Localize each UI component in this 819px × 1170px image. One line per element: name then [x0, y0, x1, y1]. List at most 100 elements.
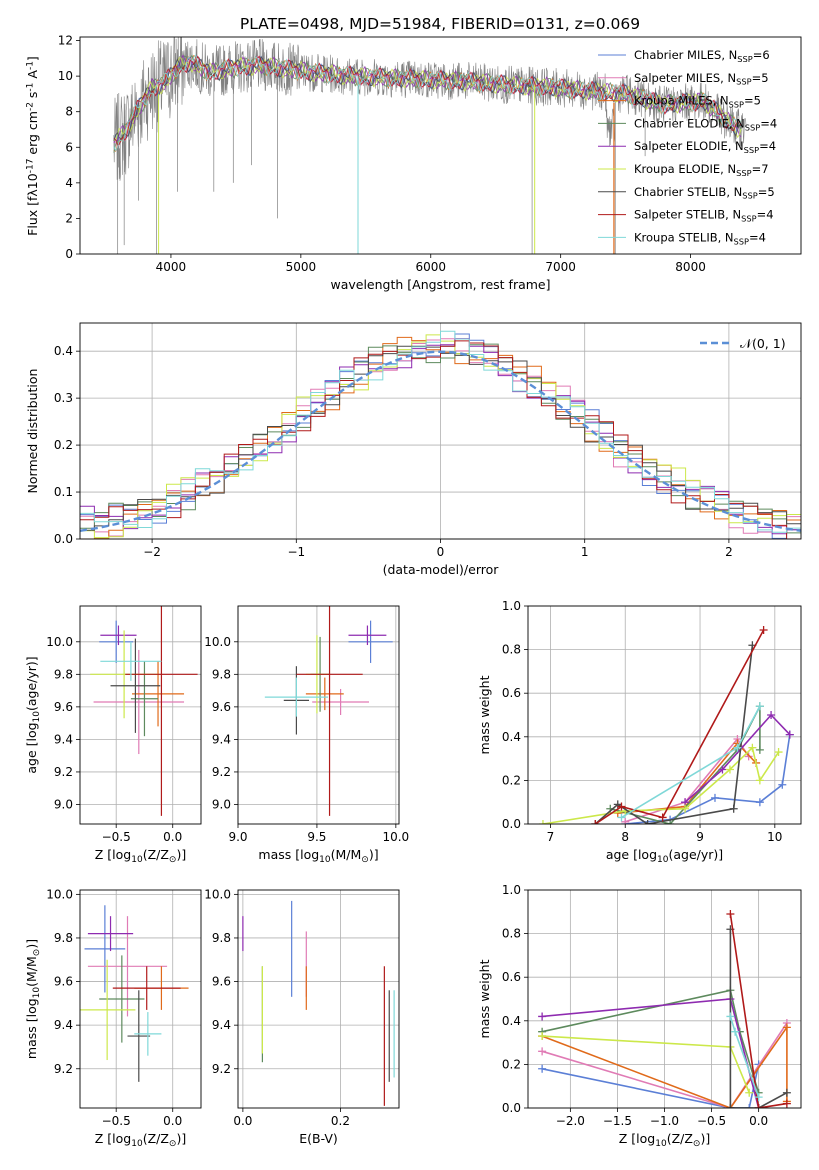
mass_vs_ebv-plot-area [242, 900, 395, 1106]
weight-marker [754, 1093, 763, 1102]
weight-line-salpeter_elodie [684, 713, 791, 803]
weight-marker [538, 1064, 547, 1073]
weight_vs_age-y-axis-label: mass weight [477, 675, 492, 754]
y-tick-label: 9.4 [54, 732, 73, 746]
x-tick-label: −0.5 [697, 1114, 726, 1128]
y-tick-label: 9.6 [54, 700, 73, 714]
y-tick-label: 10 [58, 69, 73, 83]
legend-label: Chabrier MILES, NSSP=6 [634, 48, 770, 64]
weight-marker [621, 817, 630, 824]
y-tick-label: 0.6 [502, 686, 521, 700]
axes-frame [527, 605, 802, 825]
x-tick-label: 9 [696, 830, 704, 844]
weight-marker [617, 802, 626, 811]
x-axis-label: Z [log10(Z/Z⊙)] [95, 847, 186, 865]
spectrum-plot-area [113, 37, 747, 254]
y-tick-label: 9.8 [212, 667, 231, 681]
weight-line-chabrier_elodie [541, 989, 760, 1093]
y-tick-label: 0.1 [54, 485, 73, 499]
y-tick-label: 10.0 [204, 887, 231, 901]
weight-marker [755, 798, 764, 807]
y-tick-label: 9.2 [212, 1062, 231, 1076]
age_vs_z-y-axis-label: age [log10(age/yr)] [24, 656, 42, 773]
weight-line-salpeter_stelib [594, 629, 765, 824]
y-tick-label: 6 [65, 140, 73, 154]
weight-marker [658, 813, 667, 822]
weight_vs_age-axes: 7 8 9 10 0.0 0.2 0.4 0.6 0.8 1.0 age [log10(age/yr… [502, 599, 802, 865]
residuals-plot-area [80, 330, 801, 539]
y-tick-label: 9.2 [54, 765, 73, 779]
weight-line-salpeter_stelib [729, 913, 788, 1108]
x-tick-label: −1.0 [650, 1114, 679, 1128]
y-tick-label: 9.4 [212, 732, 231, 746]
weight-marker [538, 820, 547, 824]
histogram-salpeter_stelib [80, 340, 801, 539]
y-tick-label: 9.6 [212, 975, 231, 989]
weight-marker [718, 765, 727, 774]
axes-frame [79, 605, 202, 825]
weight-marker [785, 730, 794, 739]
weight-marker [745, 1088, 754, 1097]
legend-label: Chabrier STELIB, NSSP=5 [634, 185, 775, 201]
weight-marker [731, 1027, 740, 1036]
weight-marker [733, 743, 742, 752]
weight-marker [755, 776, 764, 785]
y-tick-label: 1.0 [502, 883, 521, 897]
weight-marker [778, 780, 787, 789]
weight-line-kroupa_miles [541, 1024, 788, 1108]
weight-marker [759, 625, 768, 634]
weight-marker [538, 1032, 547, 1041]
x-axis-label: wavelength [Angstrom, rest frame] [330, 277, 550, 292]
mass_vs_z-axes: −0.5 0.0 9.2 9.4 9.6 9.8 10.0 Z [log10(Z/Z⊙)] [46, 887, 202, 1149]
weight_vs_age-plot-area [538, 625, 794, 824]
weight-marker [643, 820, 652, 824]
legend-label: Chabrier ELODIE, NSSP=4 [634, 116, 777, 132]
y-tick-label: 10.0 [46, 887, 73, 901]
weight-marker [748, 743, 757, 752]
weight-marker [729, 804, 738, 813]
x-axis-label: mass [log10(M/M⊙)] [258, 847, 378, 865]
y-tick-label: 12 [58, 34, 73, 48]
x-tick-label: −2 [143, 545, 161, 559]
y-tick-label: 9.4 [54, 1018, 73, 1032]
x-axis-label: Z [log10(Z/Z⊙)] [619, 1131, 710, 1149]
y-tick-label: 2 [65, 211, 73, 225]
y-tick-label: 0.8 [502, 927, 521, 941]
legend-label: Salpeter ELODIE, NSSP=4 [634, 139, 776, 155]
weight-marker [591, 820, 600, 824]
spectrum-axes: 4000 5000 6000 7000 8000 0 2 4 6 8 10 12 wavelength … [58, 34, 802, 292]
y-tick-label: 9.2 [212, 765, 231, 779]
x-tick-label: 8 [621, 830, 629, 844]
y-tick-label: 9.4 [212, 1018, 231, 1032]
weight-marker [745, 1104, 754, 1108]
legend-label: Salpeter STELIB, NSSP=4 [634, 208, 774, 224]
age_vs_z-axes: −0.5 0.0 9.0 9.2 9.4 9.6 9.8 10.0 Z [log10(Z/Z⊙)… [46, 605, 202, 865]
weight-marker [538, 1012, 547, 1021]
x-tick-label: 0.0 [163, 830, 182, 844]
legend-label: Salpeter MILES, NSSP=5 [634, 71, 769, 87]
y-tick-label: 9.6 [212, 700, 231, 714]
weight-marker [755, 745, 764, 754]
y-tick-label: 0.2 [502, 773, 521, 787]
x-tick-label: 7000 [545, 260, 576, 274]
spectrum-legend: Chabrier MILES, NSSP=6 Salpeter MILES, NS… [598, 48, 777, 246]
legend-label: Kroupa STELIB, NSSP=4 [634, 230, 766, 246]
age_vs_mass-axes: 9.0 9.5 10.0 9.0 9.2 9.4 9.6 9.8 10.0 mass [log10… [204, 605, 409, 865]
y-tick-label: 10.0 [204, 635, 231, 649]
y-tick-label: 0.0 [502, 817, 521, 831]
weight-marker [725, 765, 734, 774]
x-tick-label: 8000 [675, 260, 706, 274]
model-line-salpeter_elodie [113, 54, 742, 143]
residuals-axes: −2 −1 0 1 2 0.0 0.1 0.2 0.3 0.4 (data-model)/error [54, 322, 802, 577]
normal-curve [80, 350, 801, 532]
weight-marker [754, 1104, 763, 1108]
weight-marker [755, 702, 764, 711]
y-tick-label: 9.0 [54, 797, 73, 811]
y-tick-label: 0.4 [502, 1014, 521, 1028]
x-tick-label: 10 [767, 830, 782, 844]
x-tick-label: −1 [287, 545, 305, 559]
legend-label: Kroupa MILES, NSSP=5 [634, 94, 761, 110]
weight_vs_z-axes: −2.0 −1.5 −1.0 −0.5 0.0 0.0 0.2 0.4 0.6 0.8 1.0 Z [… [502, 883, 802, 1149]
x-tick-label: 6000 [415, 260, 446, 274]
x-tick-label: 5000 [286, 260, 317, 274]
